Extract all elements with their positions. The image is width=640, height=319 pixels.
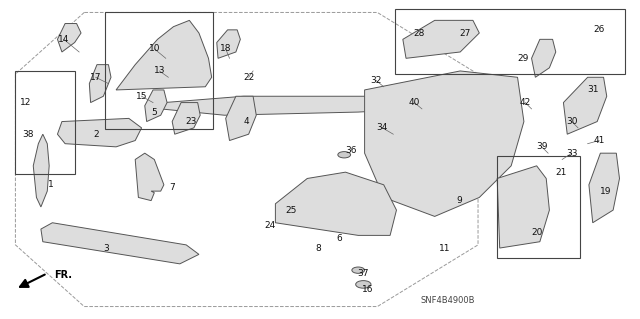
Polygon shape [172,103,200,134]
Text: 5: 5 [152,108,157,116]
Text: 6: 6 [336,234,342,243]
Text: 27: 27 [460,28,471,38]
Circle shape [338,152,351,158]
Text: 22: 22 [243,73,254,82]
Polygon shape [365,71,524,216]
Text: 26: 26 [593,25,605,34]
Text: 24: 24 [265,221,276,230]
Text: 13: 13 [154,66,165,76]
Text: 19: 19 [600,187,611,196]
Text: 37: 37 [358,269,369,278]
Text: 32: 32 [371,76,382,85]
Text: FR.: FR. [54,270,72,280]
Text: 42: 42 [520,98,531,107]
Polygon shape [145,90,167,122]
Polygon shape [116,20,212,90]
Text: 9: 9 [456,196,462,205]
Text: 31: 31 [587,85,598,94]
Text: 3: 3 [104,243,109,253]
Text: 18: 18 [220,44,232,53]
Polygon shape [217,30,241,58]
Polygon shape [589,153,620,223]
Text: 2: 2 [93,130,99,139]
Bar [105,12,213,130]
Bar [395,9,625,74]
Polygon shape [532,39,556,77]
Polygon shape [403,20,479,58]
Polygon shape [90,65,111,103]
Text: 15: 15 [136,92,147,101]
Polygon shape [497,166,549,248]
Text: 41: 41 [593,136,605,145]
Text: 33: 33 [566,149,577,158]
Text: 40: 40 [408,98,420,107]
Text: 8: 8 [316,243,321,253]
Text: 17: 17 [90,73,102,82]
Text: 28: 28 [413,28,424,38]
Text: 30: 30 [566,117,577,126]
Text: 10: 10 [148,44,160,53]
Text: 25: 25 [285,206,297,215]
Text: 21: 21 [555,168,566,177]
Text: 36: 36 [345,145,356,154]
Polygon shape [161,96,473,115]
Polygon shape [135,153,164,201]
Text: 12: 12 [20,98,31,107]
Bar [15,71,75,174]
Circle shape [352,267,365,273]
Polygon shape [58,118,141,147]
Polygon shape [58,24,81,52]
Polygon shape [226,96,256,141]
Polygon shape [33,134,49,207]
Text: SNF4B4900B: SNF4B4900B [420,296,475,305]
Polygon shape [563,77,607,134]
Text: 38: 38 [22,130,34,139]
Text: 20: 20 [531,228,542,237]
Text: 34: 34 [377,123,388,132]
Polygon shape [41,223,199,264]
Text: 23: 23 [186,117,197,126]
Circle shape [356,281,371,288]
Polygon shape [275,172,396,235]
Bar [497,156,580,257]
Text: 4: 4 [244,117,250,126]
Text: 1: 1 [48,180,54,189]
Text: 16: 16 [362,285,374,294]
Text: 29: 29 [517,54,529,63]
Text: 7: 7 [170,183,175,192]
Text: 11: 11 [438,243,450,253]
Text: 39: 39 [536,142,547,151]
Text: 14: 14 [58,35,70,44]
